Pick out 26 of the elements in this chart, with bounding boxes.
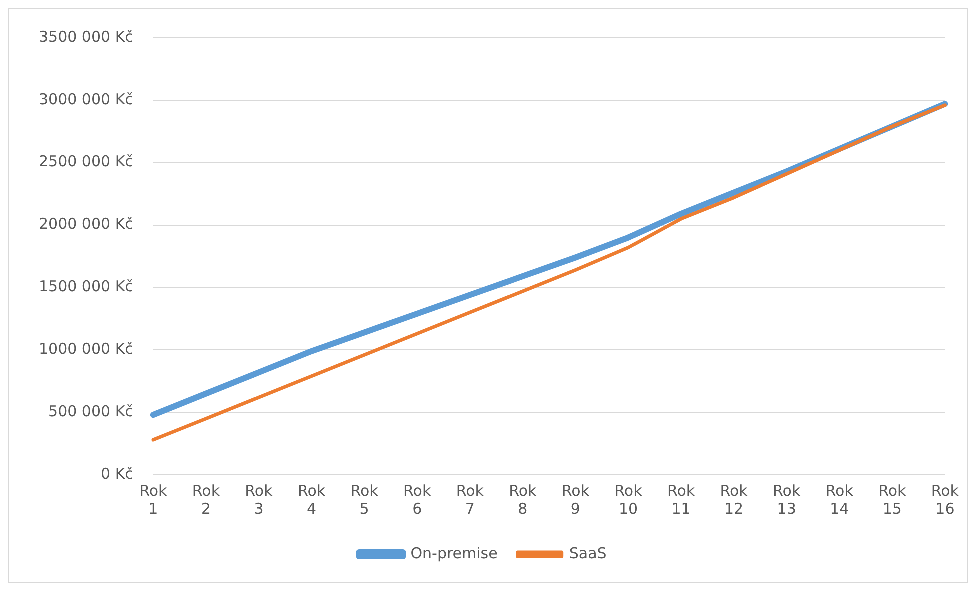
x-tick-label: Rok 2	[192, 482, 220, 518]
y-tick-label: 3500 000 Kč	[38, 28, 134, 46]
x-tick-label: Rok 4	[298, 482, 326, 518]
y-tick-label: 3000 000 Kč	[38, 90, 134, 108]
x-tick-label: Rok 9	[562, 482, 590, 518]
x-tick-label: Rok 14	[826, 482, 854, 518]
x-tick-label: Rok 11	[667, 482, 696, 518]
y-tick-label: 500 000 Kč	[48, 402, 134, 420]
x-tick-label: Rok 6	[404, 482, 432, 518]
x-tick-label: Rok 13	[773, 482, 801, 518]
y-tick-label: 1000 000 Kč	[38, 340, 134, 358]
y-tick-label: 2500 000 Kč	[38, 152, 134, 171]
y-tick-label: 2000 000 Kč	[38, 215, 134, 234]
x-tick-label: Rok 1	[140, 482, 168, 518]
x-tick-label: Rok 5	[350, 482, 379, 518]
x-tick-label: Rok 15	[878, 482, 907, 518]
x-tick-label: Rok 3	[245, 482, 274, 518]
y-tick-label: 1500 000 Kč	[38, 278, 134, 296]
x-tick-label: Rok 16	[931, 482, 960, 518]
legend-label: On-premise	[410, 544, 498, 562]
x-tick-label: Rok 7	[456, 482, 484, 518]
legend-label: SaaS	[569, 544, 607, 562]
x-tick-label: Rok 12	[720, 482, 748, 518]
x-tick-label: Rok 8	[509, 482, 538, 518]
x-tick-label: Rok 10	[614, 482, 643, 518]
y-tick-label: 0 Kč	[101, 464, 134, 483]
